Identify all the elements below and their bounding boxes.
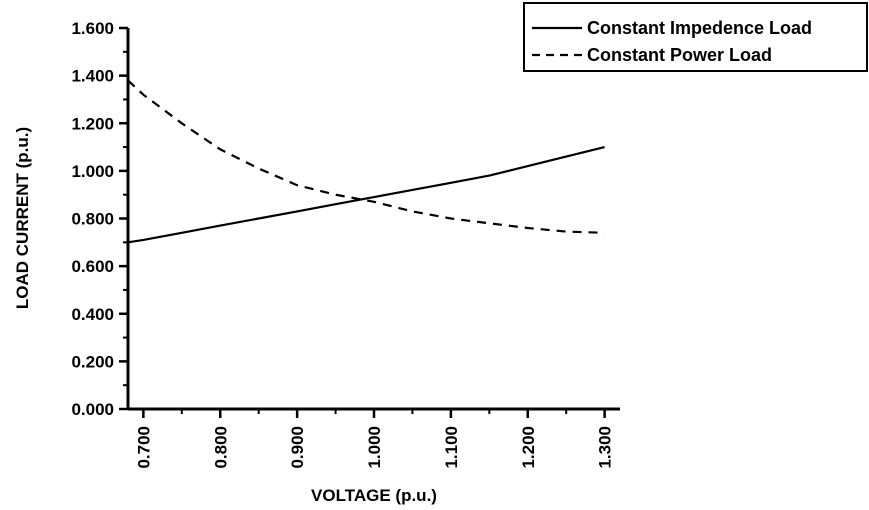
y-ticks: 0.000 0.200 0.400 0.600 0.800 1.000 1.200 1.400… (71, 19, 128, 419)
x-tick-label: 1.000 (365, 426, 384, 469)
x-axis-label: VOLTAGE (p.u.) (311, 486, 437, 505)
y-tick-label: 1.400 (71, 67, 114, 86)
y-tick-label: 1.000 (71, 162, 114, 181)
x-tick-label: 1.100 (442, 426, 461, 469)
x-tick-label: 0.700 (134, 426, 153, 469)
legend: Constant Impedence Load Constant Power L… (523, 2, 868, 72)
legend-box (523, 2, 868, 72)
series-layer (127, 79, 605, 244)
y-tick-label: 0.600 (71, 257, 114, 276)
y-tick-label: 0.000 (71, 400, 114, 419)
legend-text-constant-impedence: Constant Impedence Load (587, 18, 812, 38)
x-tick-label: 1.300 (596, 426, 615, 469)
x-ticks: 0.700 0.800 0.900 1.000 1.100 1.200 1.300 (134, 409, 615, 469)
y-tick-label: 1.600 (71, 19, 114, 38)
y-tick-label: 0.400 (71, 305, 114, 324)
legend-text-constant-power: Constant Power Load (587, 45, 772, 65)
series-line-0 (127, 146, 605, 244)
x-tick-label: 0.800 (211, 426, 230, 469)
y-tick-label: 0.800 (71, 210, 114, 229)
x-tick-label: 0.900 (288, 426, 307, 469)
y-tick-label: 0.200 (71, 352, 114, 371)
plot-area: 0.000 0.200 0.400 0.600 0.800 1.000 1.200 1.400… (71, 19, 620, 469)
x-tick-label: 1.200 (519, 426, 538, 469)
y-tick-label: 1.200 (71, 114, 114, 133)
y-axis-label: LOAD CURRENT (p.u.) (13, 127, 32, 309)
series-line-1 (127, 79, 605, 234)
